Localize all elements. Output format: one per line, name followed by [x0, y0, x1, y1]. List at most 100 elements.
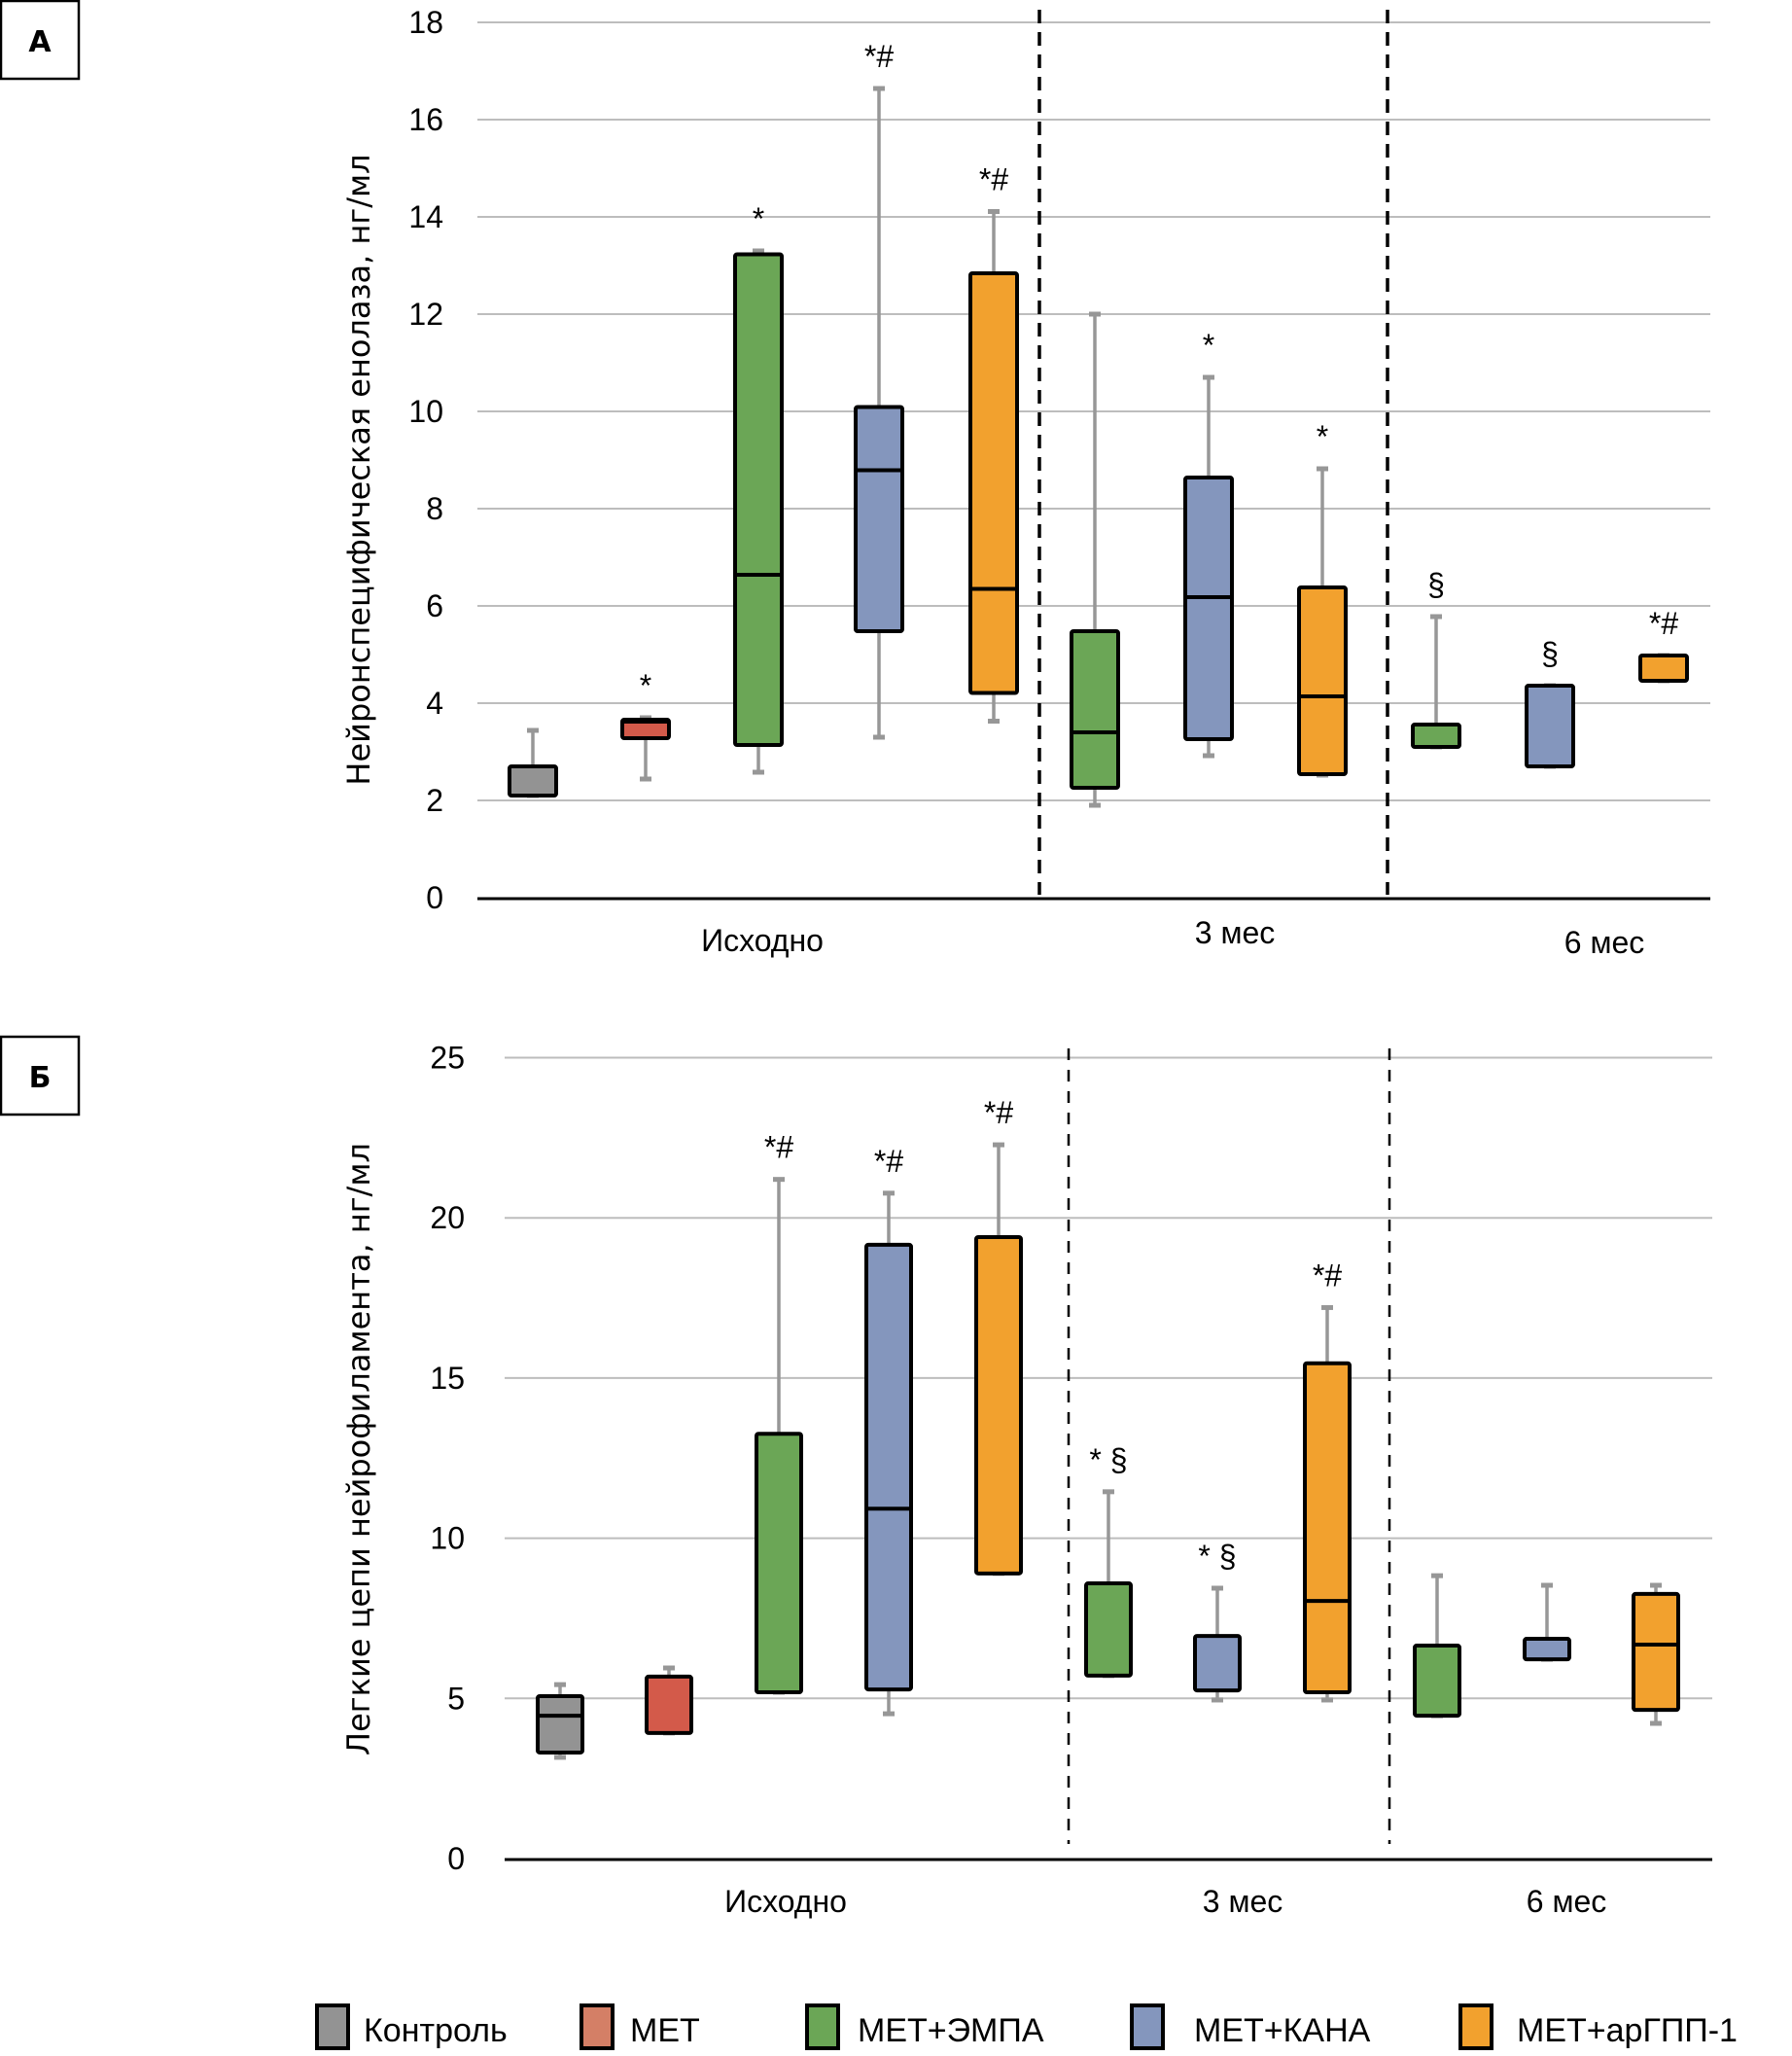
chart-b-y-tick-label: 25 — [430, 1041, 465, 1076]
whisker-cap-upper — [1089, 311, 1101, 317]
legend-label-met-glp1: МЕТ+арГПП-1 — [1517, 2012, 1738, 2049]
chart-a-y-tick-label: 2 — [426, 783, 443, 818]
box-iqr — [536, 1693, 584, 1755]
box-iqr — [733, 252, 784, 747]
chart-b-box-baseline-control — [536, 1682, 584, 1760]
box-iqr — [1183, 476, 1234, 741]
significance-annotation: * — [1203, 328, 1214, 363]
chart-b-box-baseline-met-empa: *# — [755, 1130, 803, 1695]
whisker-cap-upper — [1203, 374, 1214, 380]
box-iqr — [974, 1234, 1023, 1576]
whisker-cap-upper — [1321, 1304, 1333, 1310]
legend-swatch-control — [315, 2003, 350, 2050]
chart-b-box-baseline-met — [645, 1665, 693, 1736]
significance-annotation: *# — [979, 162, 1008, 197]
whisker-cap-lower — [1089, 802, 1101, 808]
box-iqr — [1070, 629, 1120, 790]
chart-a-y-tick-label: 0 — [426, 880, 443, 915]
chart-a-boxes: * * *# *# * * § § *# — [508, 39, 1689, 808]
legend-item-control: Контроль — [315, 2003, 508, 2050]
legend-label-met: МЕТ — [630, 2012, 700, 2049]
significance-annotation: * — [640, 668, 651, 703]
chart-b-category-baseline: Исходно — [724, 1884, 847, 1919]
whisker-cap-upper — [1430, 614, 1442, 620]
chart-a-y-tick-labels: 0 2 4 6 8 10 12 14 16 18 — [408, 5, 443, 915]
legend-item-met: МЕТ — [580, 2003, 700, 2050]
chart-b: 0 5 10 15 20 25 Легкие цепи нейрофиламента, н… — [340, 1041, 1712, 1919]
chart-b-box-6mo-met-glp1 — [1632, 1582, 1680, 1726]
chart-a-box-baseline-met-glp1: *# — [968, 162, 1019, 724]
box-iqr — [1525, 684, 1575, 768]
chart-a-box-6mo-met-glp1: *# — [1638, 606, 1689, 684]
whisker-cap-lower — [873, 734, 885, 740]
chart-a-box-6mo-met-empa: § — [1411, 567, 1461, 750]
box-iqr — [755, 1432, 803, 1695]
significance-annotation: * § — [1198, 1539, 1236, 1574]
chart-a-y-axis-title: Нейронспецифическая енолаза, нг/мл — [340, 154, 377, 785]
whisker-cap-lower — [753, 769, 764, 775]
whisker-cap-upper — [1317, 466, 1328, 472]
box-iqr — [1084, 1581, 1133, 1678]
significance-annotation: § — [1427, 567, 1445, 602]
legend: Контроль МЕТ МЕТ+ЭМПА МЕТ+КАНА МЕТ+арГПП… — [315, 2003, 1738, 2050]
legend-label-control: Контроль — [364, 2012, 508, 2049]
whisker-cap-lower — [988, 719, 1000, 724]
chart-b-y-tick-label: 0 — [447, 1841, 465, 1876]
legend-item-met-glp1: МЕТ+арГПП-1 — [1458, 2003, 1738, 2050]
whisker-cap-upper — [988, 209, 1000, 214]
chart-a-y-tick-label: 10 — [408, 394, 443, 429]
chart-a-box-baseline-met: * — [620, 668, 671, 782]
legend-label-met-kana: МЕТ+КАНА — [1194, 2012, 1371, 2049]
whisker-cap-lower — [883, 1711, 895, 1717]
box-iqr — [1632, 1591, 1680, 1713]
chart-a-y-tick-label: 18 — [408, 5, 443, 40]
chart-b-y-tick-label: 20 — [430, 1200, 465, 1235]
chart-b-box-3mo-met-glp1: *# — [1303, 1258, 1352, 1703]
significance-annotation: * — [1317, 419, 1328, 454]
box-iqr — [1523, 1637, 1571, 1662]
chart-b-y-tick-labels: 0 5 10 15 20 25 — [430, 1041, 465, 1877]
significance-annotation: *# — [764, 1130, 793, 1165]
box-iqr — [864, 1242, 913, 1692]
panel-label-b-text: Б — [29, 1061, 52, 1095]
chart-a-category-3mo: 3 мес — [1195, 915, 1275, 950]
chart-b-box-baseline-met-kana: *# — [864, 1144, 913, 1717]
chart-b-y-tick-label: 15 — [430, 1361, 465, 1396]
whisker-cap-upper — [663, 1665, 675, 1671]
chart-b-box-6mo-met-kana — [1523, 1582, 1571, 1662]
chart-a-y-tick-label: 14 — [408, 199, 443, 234]
chart-a-y-tick-label: 8 — [426, 491, 443, 526]
whisker-cap-lower — [1321, 1697, 1333, 1703]
whisker-cap-upper — [1103, 1489, 1114, 1495]
chart-a-y-tick-label: 12 — [408, 297, 443, 332]
chart-a-period-dividers — [1037, 10, 1389, 895]
box-iqr — [854, 405, 904, 633]
chart-b-box-3mo-met-kana: * § — [1193, 1539, 1242, 1703]
significance-annotation: * § — [1089, 1442, 1127, 1477]
legend-item-met-empa: МЕТ+ЭМПА — [805, 2003, 1044, 2050]
chart-a-box-baseline-met-kana: *# — [854, 39, 904, 740]
chart-b-y-tick-label: 10 — [430, 1521, 465, 1556]
chart-b-boxes: *# *# *# * § * § *# — [536, 1095, 1680, 1760]
panel-label-a-text: А — [28, 25, 52, 59]
chart-b-category-3mo: 3 мес — [1203, 1884, 1283, 1919]
box-iqr — [508, 764, 558, 798]
significance-annotation: *# — [984, 1095, 1013, 1130]
whisker-cap-upper — [1541, 1582, 1553, 1588]
significance-annotation: § — [1541, 636, 1559, 671]
chart-a-box-baseline-met-empa: * — [733, 201, 784, 775]
significance-annotation: *# — [874, 1144, 903, 1179]
whisker-cap-upper — [873, 86, 885, 91]
box-iqr — [1411, 723, 1461, 749]
whisker-cap-upper — [773, 1177, 785, 1183]
chart-a-box-3mo-met-kana: * — [1183, 328, 1234, 759]
box-iqr — [1638, 654, 1689, 683]
chart-b-box-6mo-met-empa — [1413, 1573, 1461, 1719]
whisker-cap-upper — [1431, 1573, 1443, 1578]
whisker-cap-lower — [554, 1755, 566, 1760]
whisker-cap-upper — [527, 727, 539, 733]
whisker-cap-upper — [883, 1190, 895, 1196]
significance-annotation: * — [753, 201, 764, 236]
chart-b-category-6mo: 6 мес — [1527, 1884, 1606, 1919]
